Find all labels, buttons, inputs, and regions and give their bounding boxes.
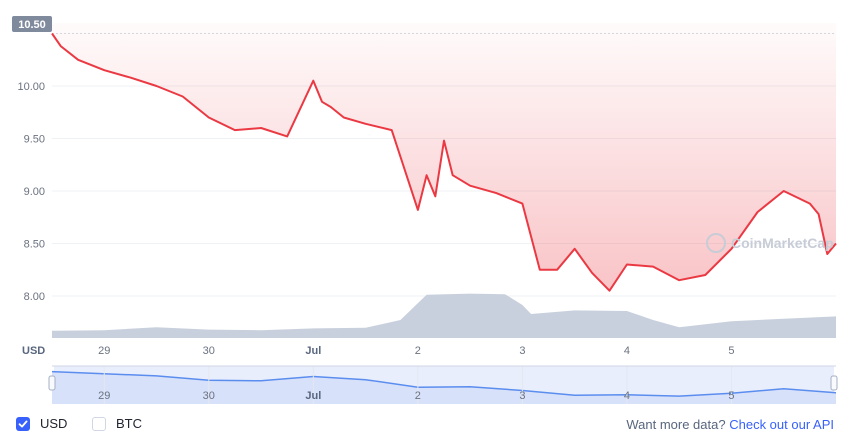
volume-area	[52, 293, 836, 338]
price-chart[interactable]: 10.00 9.50 9.00 8.50 8.00 CoinMarketCap 10.5…	[0, 0, 850, 410]
navigator-tick-label: 5	[728, 390, 734, 402]
coinmarketcap-logo-icon	[706, 233, 726, 253]
more-data-text: Want more data?	[626, 417, 726, 432]
price-line	[51, 32, 837, 292]
btc-checkbox[interactable]	[92, 416, 106, 431]
usd-checkbox[interactable]	[16, 416, 30, 431]
chart-footer: USD BTC Want more data? Check out our AP…	[0, 410, 850, 440]
price-area-fill	[52, 23, 836, 291]
watermark: CoinMarketCap	[706, 233, 834, 253]
price-series	[51, 23, 837, 292]
navigator-line	[51, 370, 837, 397]
usd-toggle[interactable]: USD	[16, 416, 67, 431]
y-tick-label: 9.00	[24, 186, 45, 198]
api-link[interactable]: Check out our API	[729, 417, 834, 432]
y-tick-label: 10.00	[17, 81, 45, 93]
x-tick-label: Jul	[305, 345, 321, 357]
watermark-text: CoinMarketCap	[731, 235, 834, 251]
volume-bars	[52, 293, 836, 338]
btc-toggle[interactable]: BTC	[92, 416, 142, 431]
x-tick-label: 2	[415, 345, 421, 357]
api-promo: Want more data? Check out our API	[626, 417, 834, 432]
y-tick-label: 8.50	[24, 239, 45, 251]
current-price-tag: 10.50	[12, 16, 52, 32]
y-tick-label: 9.50	[24, 134, 45, 146]
price-tag-text: 10.50	[18, 19, 46, 31]
range-navigator[interactable]: 29 30 Jul 2 3 4 5	[48, 365, 838, 404]
navigator-handle[interactable]	[48, 375, 56, 391]
navigator-area	[52, 371, 836, 404]
y-tick-label: 8.00	[24, 291, 45, 303]
x-axis-ticks: 29 30 Jul 2 3 4 5	[98, 345, 734, 357]
navigator-tick-label: 3	[519, 390, 525, 402]
navigator-tick-label: 2	[415, 390, 421, 402]
currency-axis-label: USD	[22, 345, 45, 357]
navigator-tick-label: 4	[624, 390, 630, 402]
x-tick-label: 4	[624, 345, 630, 357]
x-tick-label: 5	[728, 345, 734, 357]
x-tick-label: 29	[98, 345, 110, 357]
navigator-tick-label: 30	[203, 390, 215, 402]
x-tick-label: 3	[519, 345, 525, 357]
price-tag-box	[12, 16, 52, 32]
usd-label: USD	[40, 416, 68, 431]
btc-label: BTC	[116, 416, 142, 431]
x-tick-label: 30	[203, 345, 215, 357]
navigator-tick-label: Jul	[305, 390, 321, 402]
y-axis-ticks: 10.00 9.50 9.00 8.50 8.00	[17, 81, 45, 303]
navigator-tick-label: 29	[98, 390, 110, 402]
check-icon	[18, 420, 28, 427]
navigator-handle[interactable]	[830, 375, 838, 391]
